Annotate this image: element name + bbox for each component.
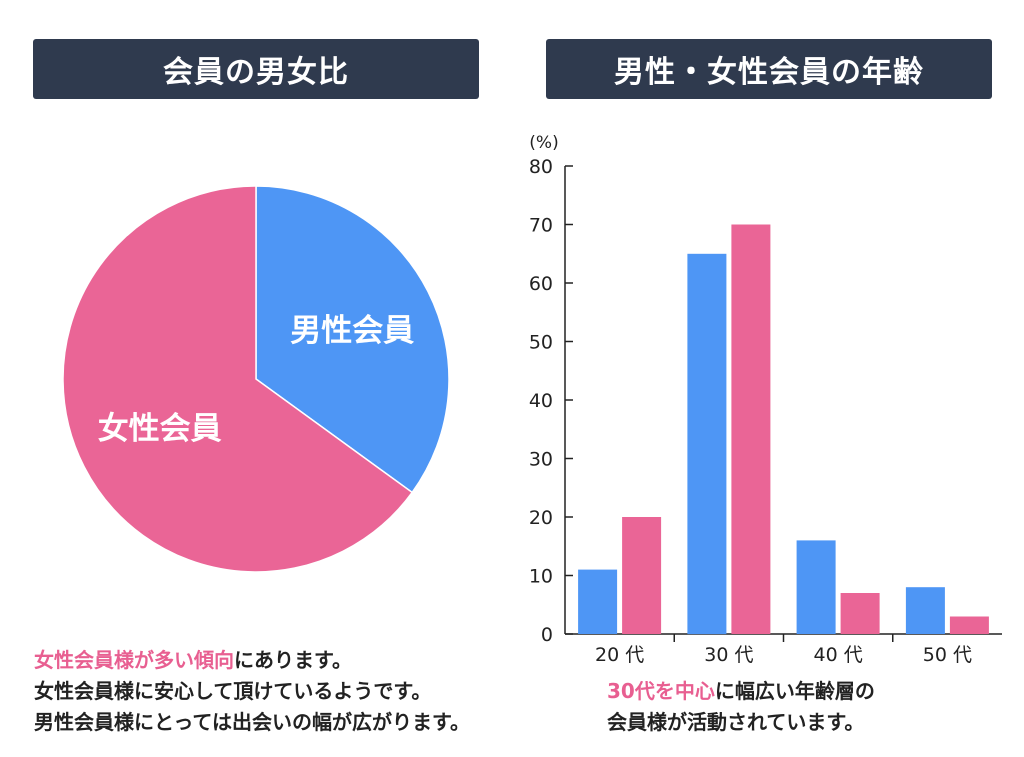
y-tick-label-30: 30: [529, 449, 553, 471]
bar-caption: 30代を中心に幅広い年齢層の 会員様が活動されています。: [607, 676, 875, 738]
pie-caption-line-1-rest: にあります。: [234, 648, 352, 672]
y-unit-label: (%): [529, 133, 558, 153]
pie-caption: 女性会員様が多い傾向にあります。 女性会員様に安心して頂けているようです。 男性…: [34, 645, 470, 738]
bar-0-0: [578, 569, 618, 634]
pie-label-0: 男性会員: [290, 313, 414, 349]
y-tick-label-70: 70: [529, 215, 553, 237]
bar-0-1: [622, 517, 662, 634]
y-tick-label-60: 60: [529, 273, 553, 295]
x-tick-label-0: 20 代: [595, 644, 644, 666]
pie-label-1: 女性会員: [98, 411, 222, 447]
y-tick-label-10: 10: [529, 566, 553, 588]
x-tick-label-2: 40 代: [813, 644, 862, 666]
bar-chart-title: 男性・女性会員の年齢: [546, 39, 992, 99]
bar-2-1: [840, 593, 880, 634]
bar-caption-line-1-rest: に幅広い年齢層の: [714, 679, 875, 703]
y-tick-label-80: 80: [529, 156, 553, 178]
x-tick-label-1: 30 代: [704, 644, 753, 666]
bar-caption-line-1: 30代を中心に幅広い年齢層の: [607, 676, 875, 707]
bar-caption-highlight: 30代を中心: [607, 679, 715, 703]
bar-2-0: [796, 540, 836, 634]
pie-chart-title: 会員の男女比: [33, 39, 479, 99]
y-tick-label-50: 50: [529, 332, 553, 354]
pie-slice-1: [62, 185, 414, 573]
bar-1-1: [731, 224, 771, 634]
y-tick-label-40: 40: [529, 390, 553, 412]
pie-caption-highlight: 女性会員様が多い傾向: [34, 648, 234, 672]
y-tick-label-20: 20: [529, 507, 553, 529]
x-tick-label-3: 50 代: [923, 644, 972, 666]
bar-1-0: [687, 253, 727, 635]
bar-caption-line-2: 会員様が活動されています。: [607, 710, 865, 734]
pie-caption-line-3: 男性会員様にとっては出会いの幅が広がります。: [34, 710, 470, 734]
pie-caption-line-2: 女性会員様に安心して頂けているようです。: [34, 679, 432, 703]
bar-3-1: [949, 616, 989, 634]
pie-caption-line-1: 女性会員様が多い傾向にあります。: [34, 645, 470, 676]
bar-3-0: [905, 587, 945, 634]
pie-slice-0: [255, 185, 450, 494]
y-tick-label-0: 0: [541, 624, 553, 646]
